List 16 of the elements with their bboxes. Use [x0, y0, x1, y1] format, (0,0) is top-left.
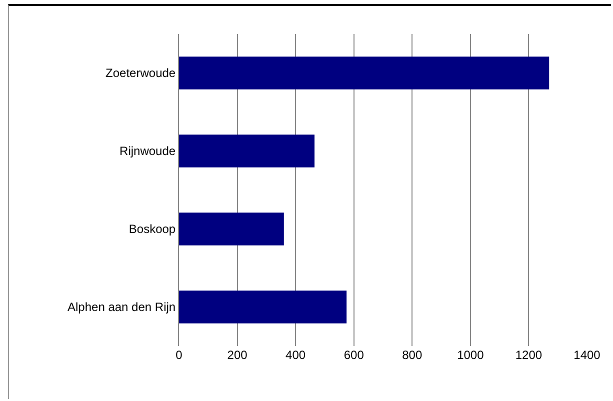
y-tick-label: Boskoop: [128, 222, 176, 236]
x-tick-label: 1400: [574, 348, 601, 362]
y-tick-label: Alphen aan den Rijn: [68, 300, 176, 314]
bar: [179, 56, 550, 90]
x-tick-label: 400: [286, 348, 306, 362]
bar: [179, 212, 284, 246]
x-tick-label: 200: [227, 348, 248, 362]
y-tick-label: Zoeterwoude: [106, 66, 176, 80]
bar: [179, 290, 347, 324]
x-tick-label: 0: [176, 348, 183, 362]
x-tick-label: 800: [402, 348, 422, 362]
x-tick-label: 1200: [515, 348, 542, 362]
bar: [179, 134, 315, 168]
x-tick-label: 600: [344, 348, 364, 362]
x-tick-label: 1000: [457, 348, 484, 362]
y-tick-label: Rijnwoude: [120, 144, 176, 158]
